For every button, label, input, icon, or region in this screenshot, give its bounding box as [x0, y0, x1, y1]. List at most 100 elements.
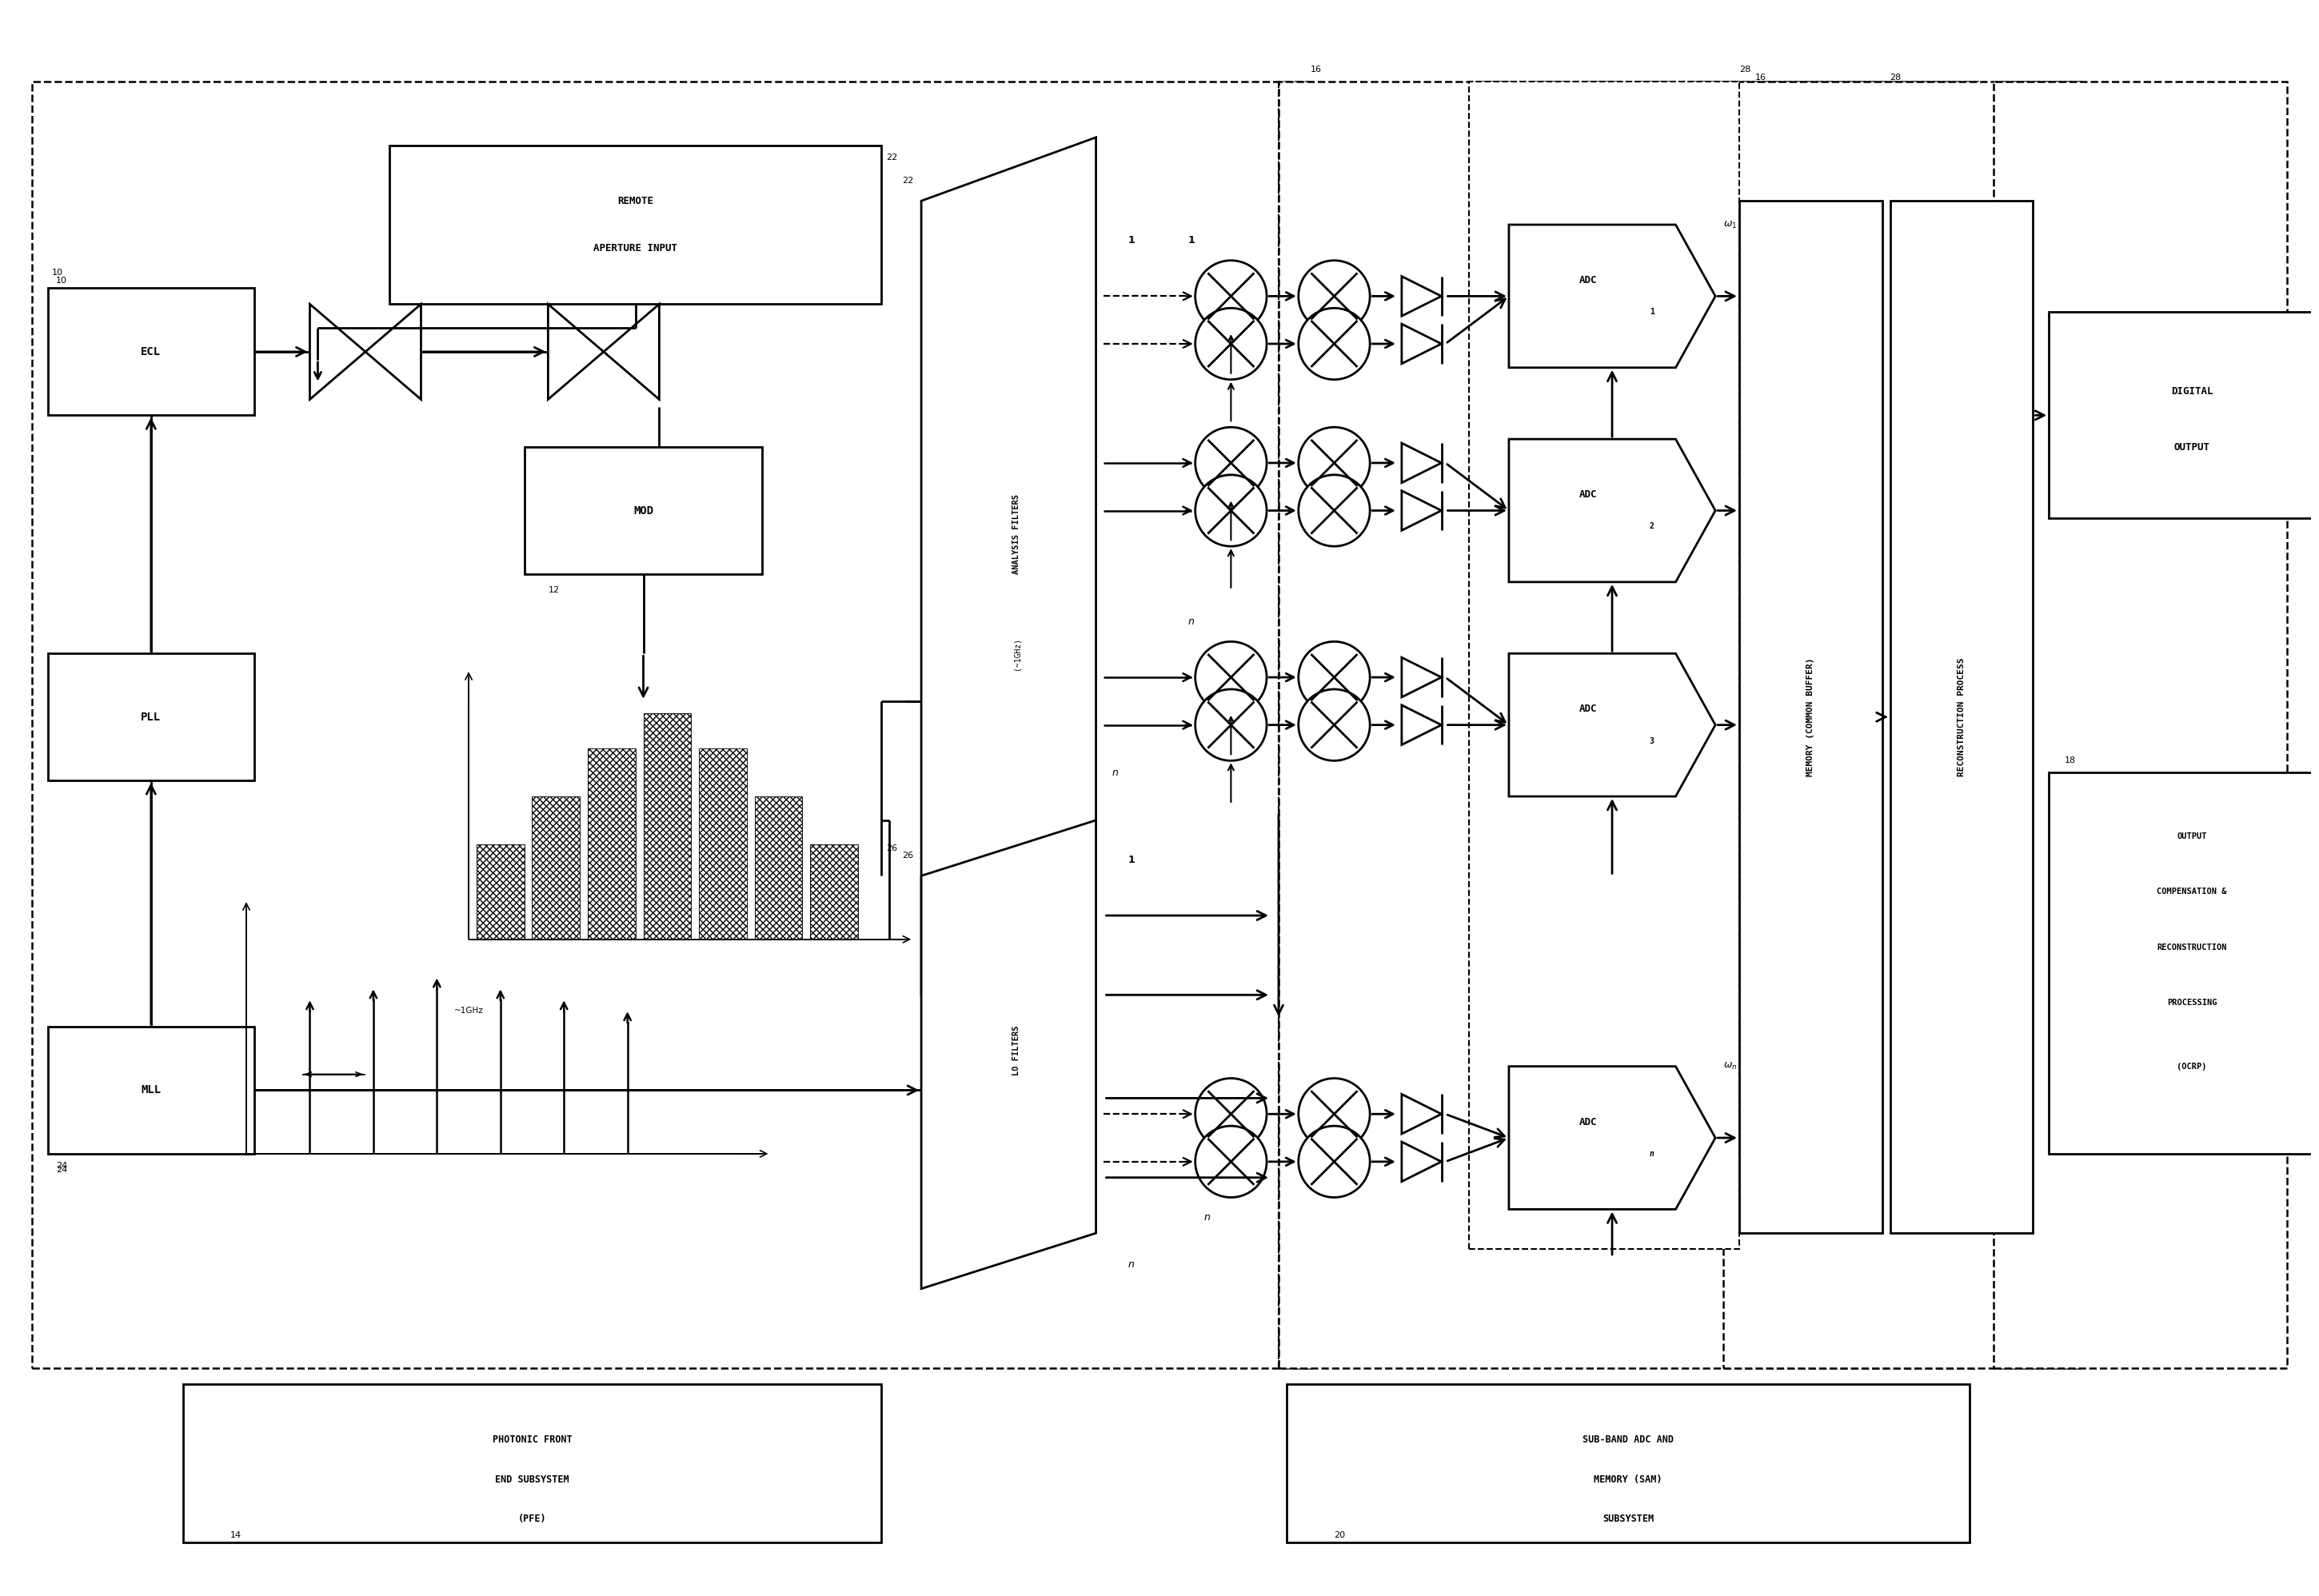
Text: RECONSTRUCTION: RECONSTRUCTION: [2157, 943, 2226, 951]
Text: MOD: MOD: [633, 504, 654, 516]
Text: $\omega_1$: $\omega_1$: [1723, 220, 1737, 230]
Text: END SUBSYSTEM: END SUBSYSTEM: [496, 1475, 568, 1484]
Text: ECL: ECL: [141, 346, 160, 358]
Text: 24: 24: [56, 1165, 67, 1173]
Text: ADC: ADC: [1579, 490, 1598, 500]
Text: 10: 10: [56, 276, 67, 284]
Bar: [642, 713, 691, 940]
Text: 1: 1: [1127, 235, 1134, 246]
Bar: [49, 653, 255, 780]
Circle shape: [1299, 1125, 1371, 1197]
Text: 14: 14: [230, 1531, 241, 1539]
Text: 1: 1: [1127, 855, 1134, 865]
Text: 16: 16: [1310, 65, 1322, 73]
Text: $\omega_n$: $\omega_n$: [1723, 1061, 1737, 1071]
Circle shape: [1194, 1125, 1266, 1197]
Polygon shape: [1510, 225, 1716, 367]
Circle shape: [1299, 1079, 1371, 1149]
Text: 28: 28: [1890, 73, 1902, 81]
Text: 3: 3: [1649, 737, 1653, 745]
Bar: [809, 844, 858, 940]
Text: RECONSTRUCTION PROCESS: RECONSTRUCTION PROCESS: [1957, 658, 1967, 776]
Polygon shape: [1510, 1066, 1716, 1210]
Bar: [587, 749, 635, 940]
Text: PHOTONIC FRONT: PHOTONIC FRONT: [492, 1435, 573, 1444]
Text: 26: 26: [902, 852, 914, 860]
Bar: [1994, 81, 2287, 1368]
Bar: [754, 796, 802, 940]
Bar: [478, 844, 524, 940]
Text: ~1GHz: ~1GHz: [455, 1007, 482, 1015]
Text: MEMORY (COMMON BUFFER): MEMORY (COMMON BUFFER): [1807, 658, 1816, 776]
Text: LO FILTERS: LO FILTERS: [1013, 1026, 1020, 1076]
Text: ADC: ADC: [1579, 1117, 1598, 1127]
Polygon shape: [921, 820, 1097, 1288]
Bar: [49, 289, 255, 415]
Polygon shape: [1510, 439, 1716, 583]
Bar: [2050, 313, 2319, 519]
Bar: [1739, 201, 1883, 1234]
Bar: [1890, 201, 2034, 1234]
Polygon shape: [921, 137, 1097, 994]
Bar: [32, 81, 1310, 1368]
Text: MEMORY (SAM): MEMORY (SAM): [1593, 1475, 1663, 1484]
Bar: [698, 749, 747, 940]
Text: n: n: [1111, 768, 1118, 777]
Text: n: n: [1204, 1211, 1211, 1223]
Bar: [2050, 772, 2319, 1154]
Text: 24: 24: [56, 1162, 67, 1170]
Text: COMPENSATION &: COMPENSATION &: [2157, 887, 2226, 895]
Text: DIGITAL: DIGITAL: [2171, 386, 2212, 397]
Bar: [1723, 81, 2080, 1368]
Text: n: n: [1649, 1149, 1653, 1157]
Text: OUTPUT: OUTPUT: [2178, 832, 2208, 839]
Text: 22: 22: [902, 177, 914, 185]
Circle shape: [1299, 476, 1371, 546]
Text: OUTPUT: OUTPUT: [2173, 442, 2210, 452]
Text: n: n: [1187, 616, 1194, 627]
Text: REMOTE: REMOTE: [617, 196, 654, 206]
Bar: [1287, 1384, 1969, 1543]
Bar: [1470, 81, 1739, 1250]
Bar: [478, 844, 524, 940]
Text: 12: 12: [547, 586, 559, 594]
Text: ANALYSIS FILTERS: ANALYSIS FILTERS: [1013, 495, 1020, 575]
Text: ADC: ADC: [1579, 275, 1598, 286]
Bar: [754, 796, 802, 940]
Bar: [531, 796, 580, 940]
Bar: [809, 844, 858, 940]
Bar: [1278, 81, 1978, 1368]
Text: 2: 2: [1649, 522, 1653, 530]
Circle shape: [1299, 428, 1371, 498]
Circle shape: [1194, 476, 1266, 546]
Text: SUB-BAND ADC AND: SUB-BAND ADC AND: [1582, 1435, 1674, 1444]
Text: SUBSYSTEM: SUBSYSTEM: [1602, 1513, 1653, 1524]
Bar: [390, 145, 881, 305]
Text: APERTURE INPUT: APERTURE INPUT: [594, 243, 677, 254]
Text: (OCRP): (OCRP): [2178, 1063, 2208, 1071]
Text: 10: 10: [51, 268, 63, 276]
Circle shape: [1299, 308, 1371, 380]
Text: PLL: PLL: [141, 712, 160, 723]
Bar: [524, 447, 763, 575]
Bar: [587, 749, 635, 940]
Circle shape: [1194, 308, 1266, 380]
Text: (~1GHz): (~1GHz): [1013, 637, 1020, 670]
Text: 18: 18: [2064, 757, 2076, 764]
Text: PROCESSING: PROCESSING: [2166, 999, 2217, 1007]
Text: 1: 1: [1187, 235, 1194, 246]
Bar: [642, 713, 691, 940]
Circle shape: [1194, 689, 1266, 761]
Circle shape: [1299, 689, 1371, 761]
Text: 22: 22: [886, 153, 897, 161]
Text: n: n: [1127, 1259, 1134, 1270]
Bar: [698, 749, 747, 940]
Text: MLL: MLL: [141, 1085, 160, 1096]
Text: 20: 20: [1333, 1531, 1345, 1539]
Text: 26: 26: [886, 844, 897, 852]
Bar: [49, 1026, 255, 1154]
Circle shape: [1299, 642, 1371, 713]
Text: (PFE): (PFE): [517, 1513, 547, 1524]
Text: ADC: ADC: [1579, 704, 1598, 715]
Text: 1: 1: [1649, 308, 1653, 316]
